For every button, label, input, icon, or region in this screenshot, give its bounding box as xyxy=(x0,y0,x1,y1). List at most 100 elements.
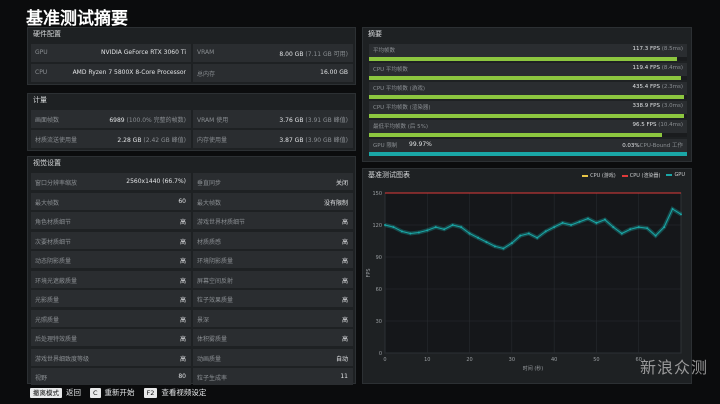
texture-wrap: 2.28 GB (2.42 GB 峰值) xyxy=(117,135,186,144)
setting-value: 高 xyxy=(341,258,348,265)
settings-row: 次要材质细节 高 xyxy=(31,231,191,249)
setting-value: 高 xyxy=(341,297,348,304)
x-tick-label: 20 xyxy=(466,357,472,363)
x-tick-label: 60 xyxy=(636,357,642,363)
gpu-point xyxy=(663,226,666,229)
gpu-point xyxy=(561,221,564,224)
summary-value: 338.9 FPS xyxy=(632,103,660,109)
gpu-point xyxy=(434,226,437,229)
setting-value: 高 xyxy=(341,219,348,226)
gpu-point xyxy=(519,234,522,237)
gpu-bound-row: GPU 限制 99.97% 0.03%CPU-Bound 工作 xyxy=(369,139,687,156)
setting-value: 高 xyxy=(179,316,186,324)
gpu-point xyxy=(544,230,547,233)
settings-row: 最大帧数 没有限制 xyxy=(193,192,353,210)
hardware-header: 硬件配置 xyxy=(33,30,61,38)
gpu-point xyxy=(612,226,615,229)
chart-panel: 基准测试图表 CPU (游戏) CPU (渲染器) GPU 0 30 60 90 120 15… xyxy=(362,168,692,384)
settings-row: 粒子生成率 11 xyxy=(193,368,353,385)
summary-value-wrap: 119.4 FPS (8.4ms) xyxy=(633,65,683,71)
gpu-point xyxy=(629,228,632,231)
legend-swatch xyxy=(621,174,628,177)
vram-use-value: 3.76 GB xyxy=(279,117,304,124)
gpu-bound-label: GPU 限制 xyxy=(373,143,398,149)
settings-row: 粒子效果质量 高 xyxy=(193,290,353,307)
cpu-bound-wrap: 0.03%CPU-Bound 工作 xyxy=(622,141,683,149)
setting-label: 动态阴影质量 xyxy=(35,258,72,265)
gpu-point xyxy=(477,236,480,239)
summary-bar xyxy=(369,114,687,118)
summary-value-wrap: 338.9 FPS (3.0ms) xyxy=(633,103,683,109)
x-tick-label: 0 xyxy=(383,357,386,363)
summary-panel: 摘要 平均帧数 117.3 FPS (8.5ms) CPU 平均帧数 119.4 FP… xyxy=(362,27,692,162)
gpu-point xyxy=(570,224,573,226)
cpu-bound-pct: 0.03% xyxy=(622,143,640,149)
summary-value-wrap: 435.4 FPS (2.3ms) xyxy=(633,84,683,90)
setting-value: 高 xyxy=(341,316,348,324)
stats-row-texture: 材质流送使用量 2.28 GB (2.42 GB 峰值) xyxy=(31,130,191,148)
setting-label: 粒子效果质量 xyxy=(197,297,234,304)
gpu-series-line xyxy=(384,208,682,250)
footer-key[interactable]: 撤离模式 xyxy=(30,387,62,398)
setting-label: 角色材质细节 xyxy=(35,219,72,226)
gpu-bound-pct: 99.97% xyxy=(409,141,432,148)
setting-label: 体积雾质量 xyxy=(197,336,228,343)
setting-value: 80 xyxy=(178,373,186,380)
memory-sub: (3.90 GB 峰值) xyxy=(305,137,348,144)
y-tick-label: 120 xyxy=(372,223,382,229)
summary-row: 最低平均帧数 (后 5%) 96.5 FPS (10.4ms) xyxy=(369,120,687,137)
gpu-point xyxy=(595,221,598,224)
summary-value-wrap: 117.3 FPS (8.5ms) xyxy=(633,46,683,52)
memory-value: 3.87 GB xyxy=(279,137,304,144)
y-tick-label: 30 xyxy=(376,319,382,325)
gpu-point xyxy=(620,232,623,235)
texture-sub: (2.42 GB 峰值) xyxy=(143,137,186,144)
footer-label[interactable]: 查看视频设定 xyxy=(161,388,207,397)
hardware-row-ram: 总内存 16.00 GB xyxy=(193,64,353,82)
gpu-value: NVIDIA GeForce RTX 3060 Ti xyxy=(101,49,186,56)
settings-row: 最大帧数 60 xyxy=(31,192,191,210)
footer-key[interactable]: C xyxy=(90,387,101,398)
settings-row: 游戏世界材质细节 高 xyxy=(193,212,353,229)
gpu-point xyxy=(460,226,463,229)
setting-value: 没有限制 xyxy=(323,199,348,207)
summary-sub: (10.4ms) xyxy=(658,122,683,128)
footer-label[interactable]: 重新开始 xyxy=(104,388,135,397)
setting-label: 粒子生成率 xyxy=(197,375,228,382)
setting-value: 60 xyxy=(178,197,186,205)
setting-label: 环境阴影质量 xyxy=(197,258,234,265)
gpu-label: GPU xyxy=(35,49,48,56)
settings-row: 环境阴影质量 高 xyxy=(193,251,353,268)
gpu-point xyxy=(553,226,556,229)
footer-key[interactable]: F2 xyxy=(143,387,158,398)
stats-row-vram: VRAM 使用 3.76 GB (3.91 GB 峰值) xyxy=(193,110,353,128)
summary-bar xyxy=(369,133,687,137)
gpu-point xyxy=(603,218,606,221)
ram-value: 16.00 GB xyxy=(320,69,348,76)
summary-value-wrap: 96.5 FPS (10.4ms) xyxy=(633,122,683,128)
gpu-point xyxy=(680,213,682,216)
stats-row-frames: 画面帧数 6989 (100.0% 完整的帧数) xyxy=(31,110,191,128)
footer-label[interactable]: 返回 xyxy=(66,388,81,397)
setting-label: 最大帧数 xyxy=(197,199,222,207)
settings-row: 体积雾质量 高 xyxy=(193,329,353,346)
settings-row: 游戏世界细致度等级 高 xyxy=(31,348,191,366)
summary-bar xyxy=(369,95,687,99)
setting-value: 高 xyxy=(179,277,186,285)
setting-value: 关闭 xyxy=(335,180,348,187)
summary-row: CPU 平均帧数 (游戏) 435.4 FPS (2.3ms) xyxy=(369,82,687,99)
gpu-point xyxy=(468,232,471,235)
settings-row: 环境光遮蔽质量 高 xyxy=(31,270,191,288)
gpu-point xyxy=(443,228,446,231)
setting-label: 后处理特效质量 xyxy=(35,336,78,343)
setting-label: 游戏世界材质细节 xyxy=(197,219,246,226)
summary-label: 平均帧数 xyxy=(373,48,396,54)
frames-sub: (100.0% 完整的帧数) xyxy=(126,117,186,124)
gpu-point xyxy=(417,231,420,234)
legend-label: GPU xyxy=(674,172,685,178)
setting-value: 高 xyxy=(341,336,348,343)
frames-value-wrap: 6989 (100.0% 完整的帧数) xyxy=(109,115,186,124)
summary-label: CPU 平均帧数 (游戏) xyxy=(373,86,425,92)
summary-label: CPU 平均帧数 (渲染器) xyxy=(373,105,431,111)
gpu-point xyxy=(510,242,513,245)
